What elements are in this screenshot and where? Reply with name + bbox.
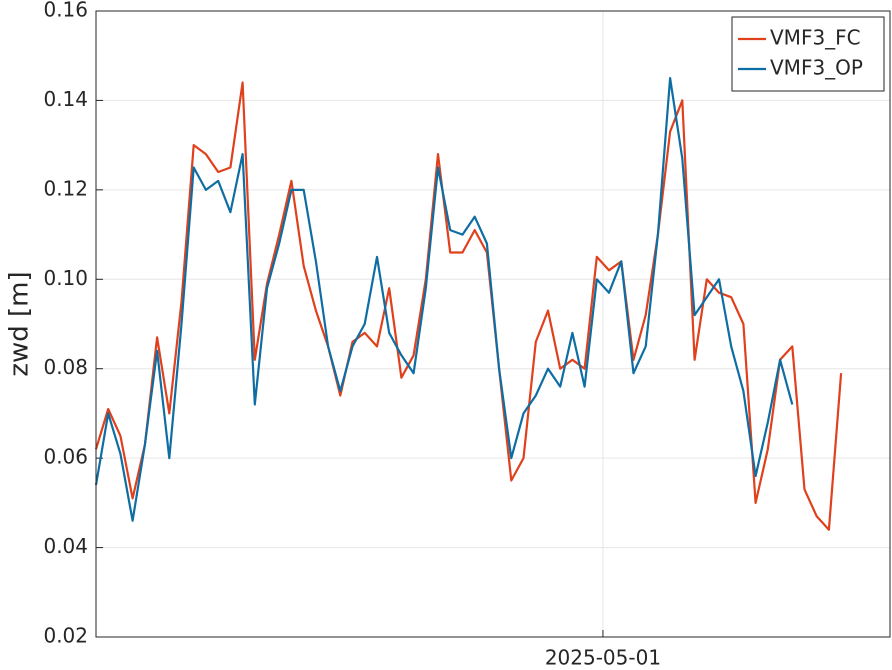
y-tick-label: 0.04: [43, 534, 88, 558]
data-line: [94, 77, 794, 522]
y-tick-label: 0.12: [43, 176, 88, 200]
y-tick-label: 0.16: [43, 0, 88, 22]
axes-box: [95, 10, 891, 638]
plot-area: [96, 11, 890, 637]
legend-label: VMF3_FC: [770, 26, 861, 50]
y-tick-label: 0.02: [43, 624, 88, 648]
y-tick-label: 0.10: [43, 266, 88, 290]
y-axis-label: zwd [m]: [5, 271, 35, 376]
y-tick-label: 0.14: [43, 87, 88, 111]
legend-label: VMF3_OP: [770, 56, 863, 80]
y-tick-label: 0.06: [43, 445, 88, 469]
y-tick-label: 0.08: [43, 355, 88, 379]
x-tick-label: 2025-05-01: [545, 646, 661, 670]
data-line: [94, 81, 843, 531]
legend-box: [731, 16, 885, 92]
